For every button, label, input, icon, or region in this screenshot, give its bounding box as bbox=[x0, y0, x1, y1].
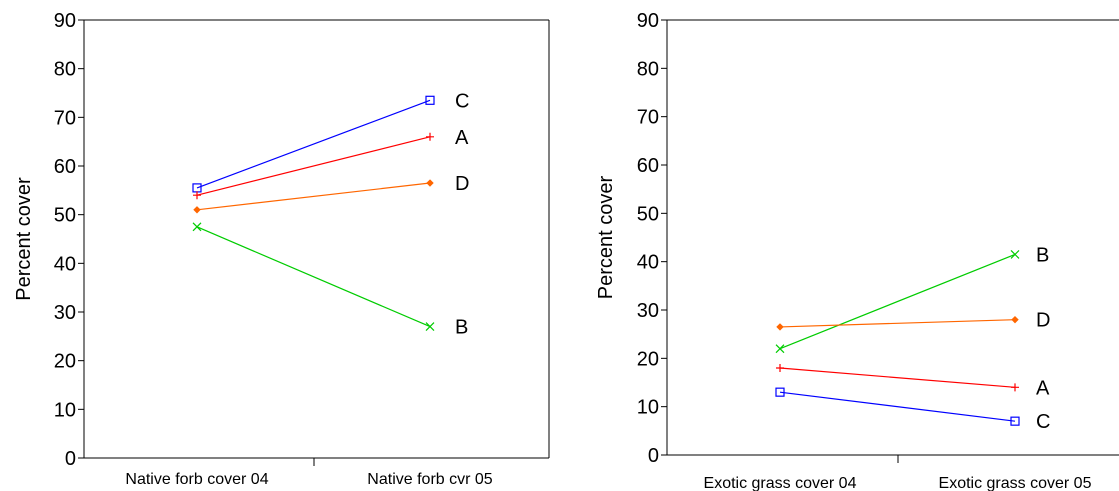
series-label-A: A bbox=[1036, 377, 1050, 399]
y-tick-label: 0 bbox=[65, 448, 76, 470]
y-tick-label: 70 bbox=[637, 107, 659, 129]
y-tick-label: 0 bbox=[648, 445, 659, 467]
y-tick-label: 10 bbox=[637, 397, 659, 419]
y-axis-title: Percent cover bbox=[13, 177, 35, 301]
data-point-D bbox=[1011, 315, 1019, 324]
x-category-label: Exotic grass cover 04 bbox=[704, 475, 857, 491]
y-tick-label: 80 bbox=[637, 58, 659, 80]
chart-left-native-forb: 0 10 20 30 40 50 60 70 80 90 Native forb cover 04 N… bbox=[13, 10, 550, 488]
data-point-C bbox=[775, 387, 785, 397]
series-label-B: B bbox=[455, 317, 468, 339]
data-point-D bbox=[193, 206, 201, 214]
y-tick-label: 20 bbox=[54, 351, 76, 373]
data-point-A bbox=[193, 191, 201, 200]
y-tick-label: 30 bbox=[54, 302, 76, 324]
data-point-C bbox=[1010, 416, 1020, 426]
y-tick-label: 90 bbox=[637, 10, 659, 32]
data-point-A bbox=[776, 364, 784, 372]
data-point-A bbox=[426, 132, 434, 141]
data-point-B bbox=[425, 322, 435, 332]
y-tick-label: 40 bbox=[637, 252, 659, 274]
series-line-D bbox=[196, 182, 431, 211]
series-line-A bbox=[196, 136, 431, 196]
series-line-D bbox=[779, 319, 1016, 328]
y-tick-label: 30 bbox=[637, 300, 659, 322]
y-tick-label: 80 bbox=[54, 59, 76, 81]
x-category-label: Native forb cvr 05 bbox=[367, 471, 492, 488]
series-line-C bbox=[779, 391, 1016, 422]
series-label-A: A bbox=[455, 127, 469, 149]
y-tick-label: 60 bbox=[637, 155, 659, 177]
data-point-B bbox=[775, 344, 785, 354]
x-category-label: Native forb cover 04 bbox=[125, 471, 268, 488]
chart-right-exotic-grass: 0 10 20 30 40 50 60 70 80 90 Exotic grass cover 04… bbox=[595, 10, 1119, 491]
data-point-B bbox=[1010, 249, 1020, 259]
series-line-A bbox=[779, 367, 1016, 388]
data-point-A bbox=[1011, 383, 1019, 392]
series-label-D: D bbox=[455, 173, 469, 195]
y-tick-label: 50 bbox=[54, 205, 76, 227]
y-tick-label: 70 bbox=[54, 107, 76, 129]
y-tick-label: 50 bbox=[637, 203, 659, 225]
series-line-B bbox=[196, 226, 431, 328]
series-line-B bbox=[779, 253, 1016, 350]
series-label-B: B bbox=[1036, 244, 1049, 266]
x-category-label: Exotic grass cover 05 bbox=[939, 475, 1092, 491]
series-label-D: D bbox=[1036, 310, 1050, 332]
y-tick-label: 20 bbox=[637, 348, 659, 370]
data-point-C bbox=[425, 95, 435, 105]
data-point-D bbox=[426, 179, 434, 187]
y-tick-label: 40 bbox=[54, 253, 76, 275]
y-axis-title: Percent cover bbox=[595, 175, 617, 299]
y-tick-label: 90 bbox=[54, 10, 76, 32]
series-label-C: C bbox=[1036, 411, 1050, 433]
data-point-D bbox=[776, 323, 784, 331]
y-tick-label: 60 bbox=[54, 156, 76, 178]
data-point-B bbox=[192, 222, 202, 232]
series-label-C: C bbox=[455, 90, 469, 112]
series-line-C bbox=[196, 99, 431, 189]
y-tick-label: 10 bbox=[54, 399, 76, 421]
